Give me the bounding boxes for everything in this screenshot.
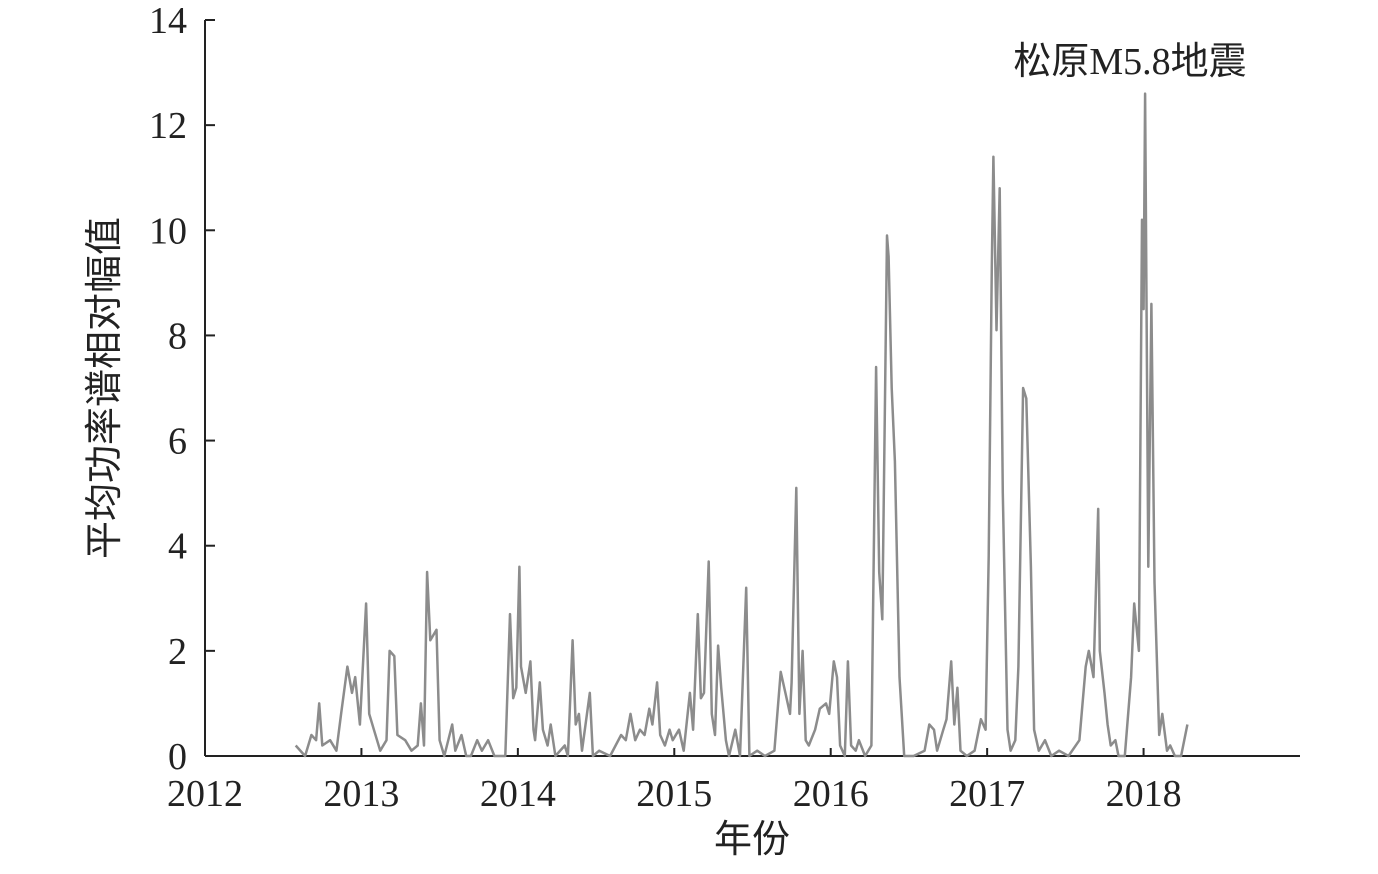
- data-line: [294, 92, 1189, 758]
- x-axis-label: 年份: [714, 819, 790, 861]
- y-tick-label: 2: [168, 631, 187, 673]
- x-tick-label: 2015: [636, 773, 712, 815]
- x-tick-label: 2014: [480, 773, 556, 815]
- x-tick-label: 2016: [793, 773, 869, 815]
- y-tick-label: 14: [149, 0, 187, 42]
- annotation: 松原M5.8地震: [1013, 41, 1246, 83]
- y-tick-label: 10: [149, 210, 187, 252]
- x-tick-label: 2018: [1106, 773, 1182, 815]
- x-tick-label: 2013: [323, 773, 399, 815]
- y-tick-label: 12: [149, 105, 187, 147]
- x-tick-label: 2012: [167, 773, 243, 815]
- y-tick-label: 6: [168, 421, 187, 463]
- x-tick-label: 2017: [949, 773, 1025, 815]
- y-tick-label: 8: [168, 315, 187, 357]
- y-axis-label: 平均功率谱相对幅值: [84, 217, 126, 559]
- y-tick-label: 0: [168, 736, 187, 778]
- y-tick-label: 4: [168, 526, 187, 568]
